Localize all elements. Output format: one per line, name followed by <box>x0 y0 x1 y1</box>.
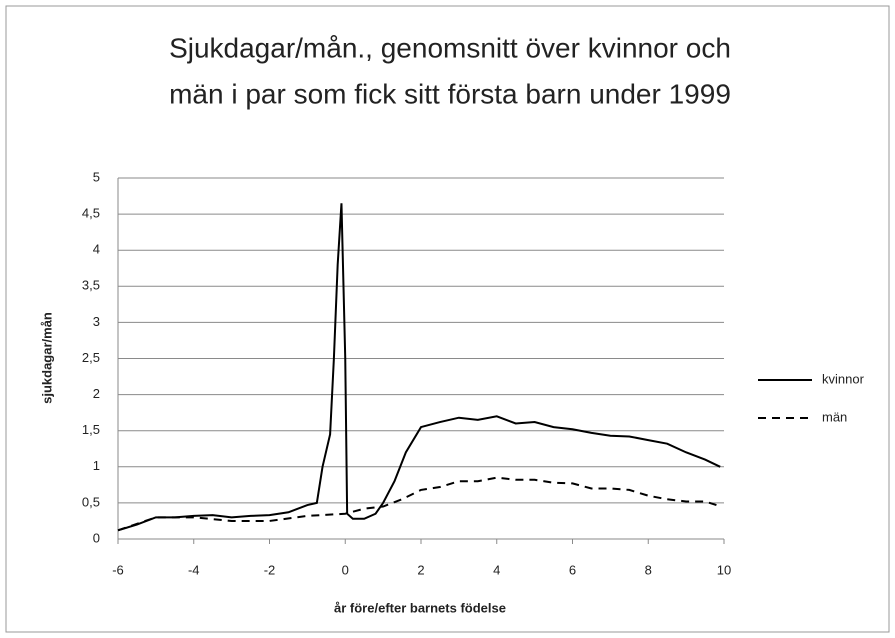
x-tick-label: -6 <box>112 562 124 577</box>
line-series <box>117 203 721 532</box>
y-tick-label: 2 <box>93 386 100 401</box>
y-tick-label: 1,5 <box>82 422 100 437</box>
y-tick-label: 4 <box>93 242 100 257</box>
y-tick-label: 0,5 <box>82 494 100 509</box>
chart-title: män i par som fick sitt första barn unde… <box>169 78 731 109</box>
x-tick-label: 2 <box>417 562 424 577</box>
y-axis-label: sjukdagar/mån <box>39 312 54 404</box>
y-tick-label: 2,5 <box>82 350 100 365</box>
x-axis-label: år före/efter barnets födelse <box>334 600 506 615</box>
chart-title: Sjukdagar/mån., genomsnitt över kvinnor … <box>169 32 731 63</box>
y-tick-label: 0 <box>93 530 100 545</box>
line-series <box>117 476 717 532</box>
chart-frame <box>5 5 890 633</box>
x-tick-label: 10 <box>717 562 731 577</box>
x-tick-label: 4 <box>493 562 500 577</box>
legend-label: män <box>822 409 847 424</box>
y-tick-label: 5 <box>93 169 100 184</box>
y-tick-label: 3 <box>93 314 100 329</box>
x-tick-label: 6 <box>569 562 576 577</box>
x-tick-label: 8 <box>645 562 652 577</box>
x-tick-label: -4 <box>188 562 200 577</box>
y-tick-label: 1 <box>93 458 100 473</box>
legend-label: kvinnor <box>822 371 865 386</box>
x-tick-label: -2 <box>264 562 276 577</box>
x-tick-label: 0 <box>342 562 349 577</box>
y-tick-label: 4,5 <box>82 206 100 221</box>
y-tick-label: 3,5 <box>82 278 100 293</box>
